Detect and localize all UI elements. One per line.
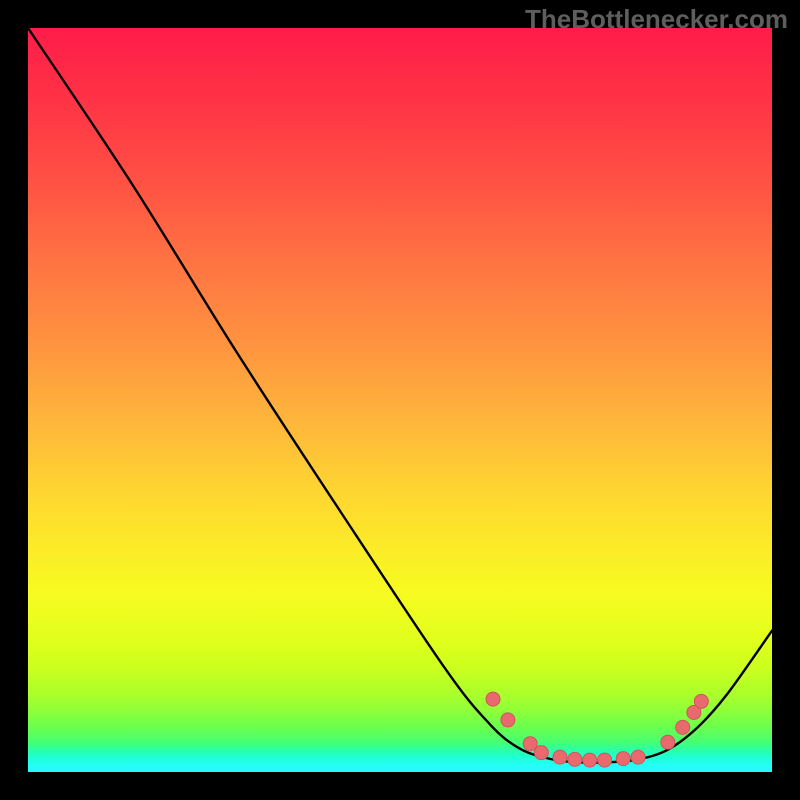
- marker-dot: [501, 713, 515, 727]
- marker-dot: [598, 753, 612, 767]
- marker-dot: [553, 750, 567, 764]
- marker-dot: [534, 746, 548, 760]
- bottleneck-curve-chart: [28, 28, 772, 772]
- marker-dot: [676, 720, 690, 734]
- gradient-background: [28, 28, 772, 772]
- chart-stage: TheBottlenecker.com: [0, 0, 800, 800]
- marker-dot: [583, 753, 597, 767]
- marker-dot: [694, 694, 708, 708]
- marker-dot: [631, 750, 645, 764]
- marker-dot: [661, 735, 675, 749]
- marker-dot: [568, 752, 582, 766]
- marker-dot: [486, 692, 500, 706]
- marker-dot: [616, 752, 630, 766]
